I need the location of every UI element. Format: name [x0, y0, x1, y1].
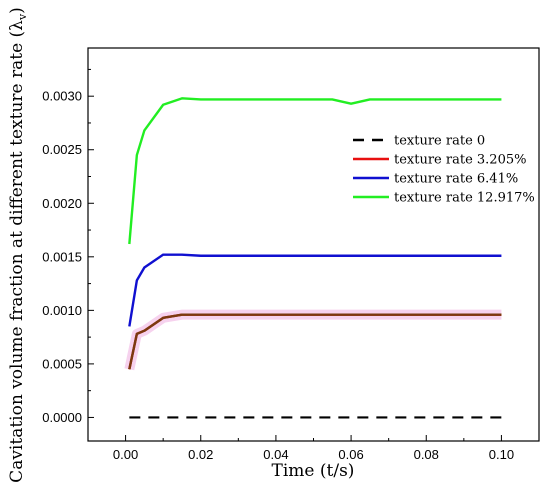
- x-axis-title: Time (t/s): [272, 461, 355, 481]
- y-tick-label: 0.0010: [42, 303, 82, 318]
- x-tick-label: 0.06: [338, 447, 363, 462]
- x-tick-label: 0.10: [489, 447, 514, 462]
- y-tick-label: 0.0020: [42, 196, 82, 211]
- y-axis: 0.0000 0.0005 0.0010 0.0015 0.0020 0.0025 0.00…: [42, 68, 94, 425]
- legend: texture rate 0 texture rate 3.205% texture…: [353, 134, 535, 206]
- legend-label-2: texture rate 3.205%: [394, 153, 526, 168]
- series-line-3: [128, 253, 502, 327]
- y-tick-label: 0.0005: [42, 356, 82, 371]
- series-highlight-band: [124, 309, 502, 371]
- y-tick-label: 0.0015: [42, 249, 82, 264]
- plot-frame: [87, 47, 540, 442]
- y-axis-title: Cavitation volume fraction at different …: [7, 7, 29, 483]
- series-line-2: [128, 313, 502, 370]
- series-line-4: [128, 97, 502, 245]
- legend-label-3: texture rate 6.41%: [394, 172, 518, 187]
- legend-label-4: texture rate 12.917%: [394, 191, 535, 206]
- x-tick-label: 0.00: [113, 447, 138, 462]
- y-axis-title-main: Cavitation volume fraction at different …: [7, 20, 27, 483]
- x-tick-label: 0.04: [263, 447, 288, 462]
- y-tick-label: 0.0000: [42, 410, 82, 425]
- plot-area: [124, 97, 502, 419]
- x-axis: 0.00 0.02 0.04 0.06 0.08 0.10: [87, 435, 540, 462]
- y-tick-label: 0.0030: [42, 89, 82, 104]
- legend-label-1: texture rate 0: [394, 134, 485, 149]
- series-line-overlay: [128, 313, 502, 370]
- y-tick-label: 0.0025: [42, 142, 82, 157]
- y-axis-title-sub: v: [16, 13, 29, 21]
- y-axis-title-end: ): [7, 7, 27, 14]
- x-tick-label: 0.02: [188, 447, 213, 462]
- x-tick-label: 0.08: [414, 447, 439, 462]
